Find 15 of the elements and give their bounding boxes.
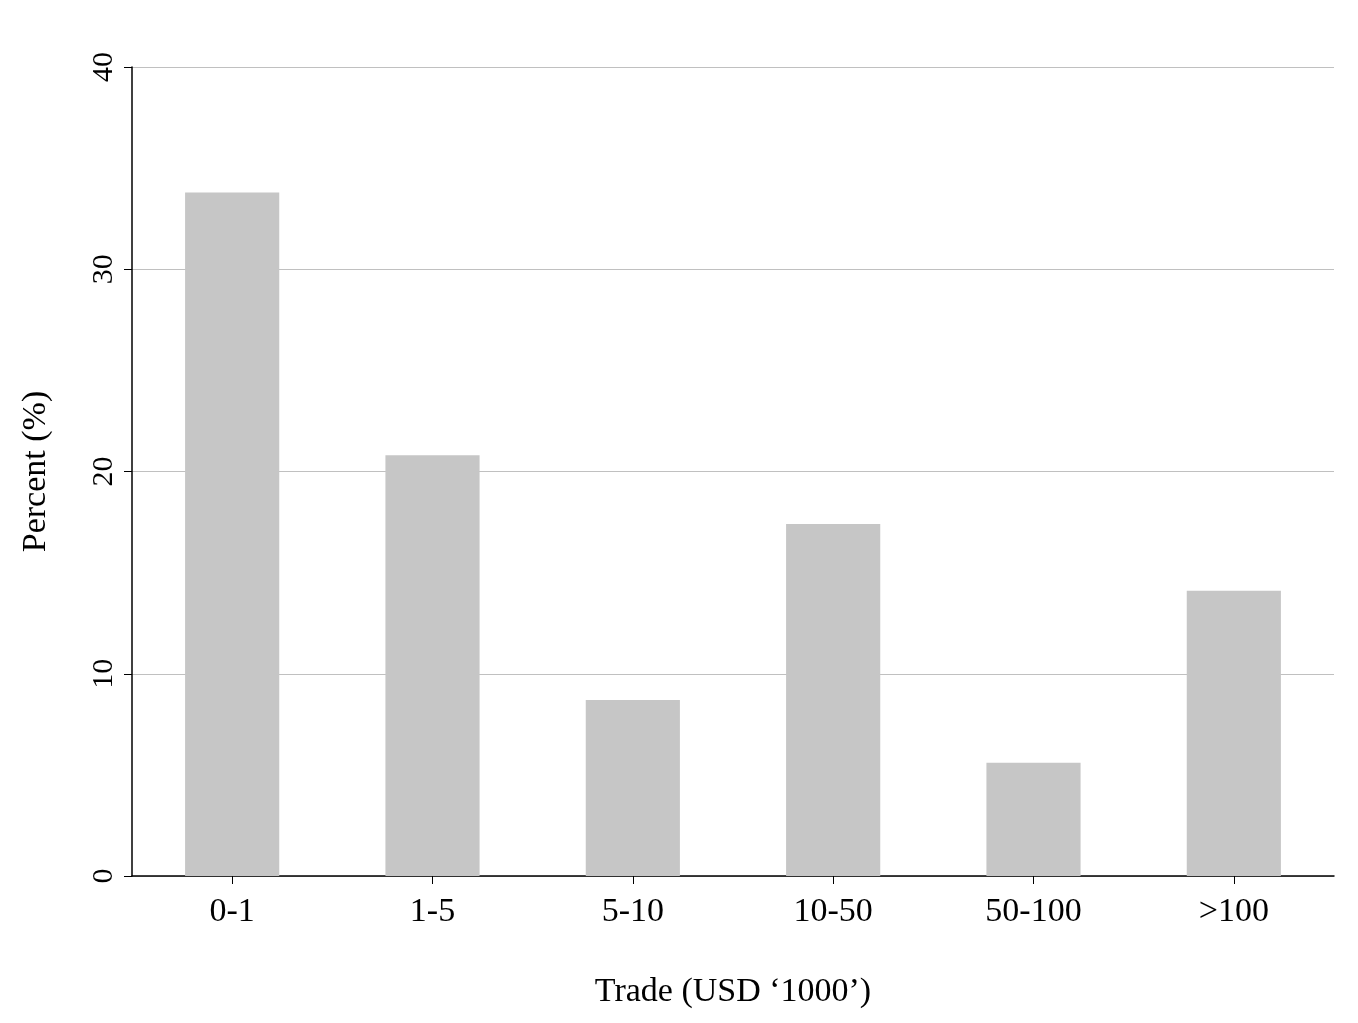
y-tick-label: 0 — [84, 868, 118, 884]
bar — [585, 700, 680, 876]
y-axis-title: Percent (%) — [14, 390, 53, 553]
x-tick-label: 10-50 — [793, 890, 873, 928]
x-tick-label: >100 — [1198, 890, 1269, 928]
bar — [986, 762, 1081, 876]
y-tick-label: 30 — [84, 254, 118, 285]
x-tick-label: 50-100 — [985, 890, 1082, 928]
y-tick-label: 10 — [84, 658, 118, 689]
x-tick-label: 1-5 — [409, 890, 456, 928]
y-tick-label: 20 — [84, 456, 118, 487]
x-axis-title: Trade (USD ‘1000’) — [594, 970, 872, 1009]
x-tick-label: 5-10 — [601, 890, 664, 928]
y-tick-label: 40 — [84, 52, 118, 82]
x-tick-label: 0-1 — [209, 890, 255, 928]
